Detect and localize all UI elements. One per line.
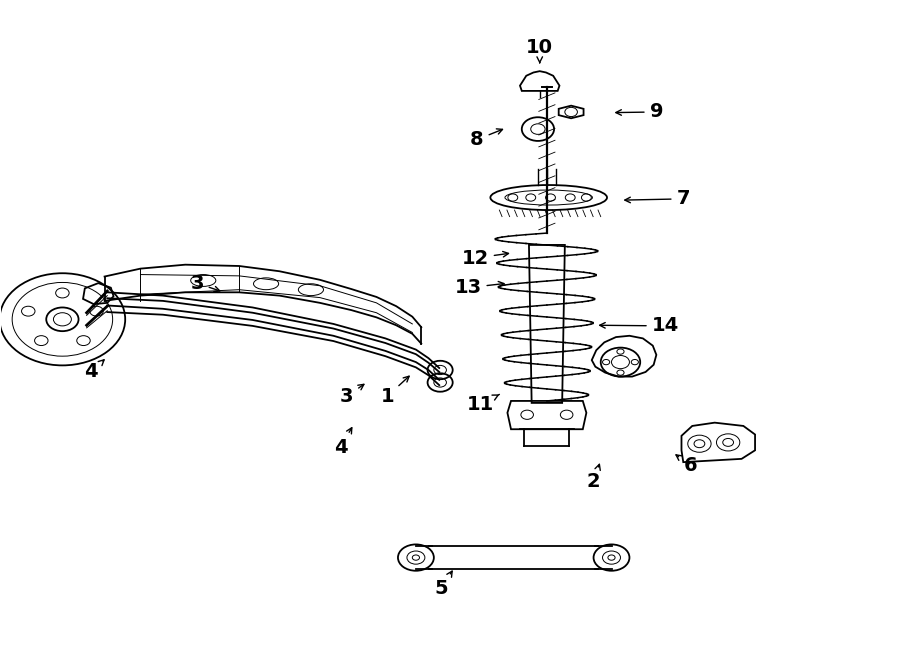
Text: 11: 11: [467, 395, 500, 414]
Text: 2: 2: [587, 464, 600, 491]
Text: 12: 12: [462, 249, 508, 268]
Text: 4: 4: [334, 428, 352, 457]
Text: 9: 9: [616, 102, 663, 122]
Text: 3: 3: [340, 384, 364, 406]
Text: 10: 10: [526, 38, 554, 63]
Text: 4: 4: [85, 360, 104, 381]
Text: 13: 13: [454, 278, 504, 297]
Text: 8: 8: [470, 129, 502, 149]
Text: 14: 14: [599, 317, 679, 335]
Text: 7: 7: [625, 189, 690, 208]
Text: 1: 1: [381, 376, 410, 406]
Text: 6: 6: [676, 455, 698, 475]
Text: 3: 3: [190, 274, 220, 293]
Text: 5: 5: [434, 571, 452, 598]
